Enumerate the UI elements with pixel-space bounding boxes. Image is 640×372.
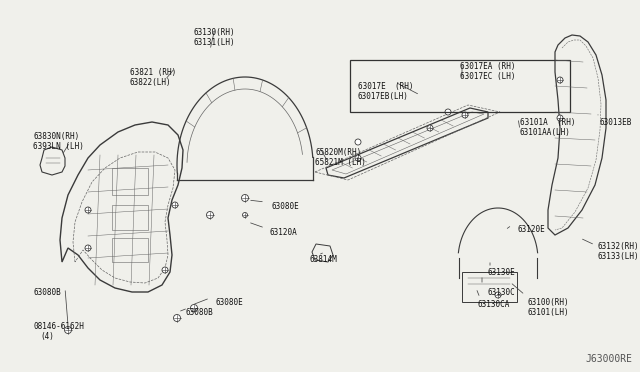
Text: 63130CA: 63130CA	[478, 300, 510, 309]
Text: 63821 (RH): 63821 (RH)	[130, 68, 176, 77]
Text: 63130E: 63130E	[488, 268, 516, 277]
Circle shape	[85, 207, 91, 213]
Circle shape	[557, 77, 563, 83]
Text: 63080E: 63080E	[215, 298, 243, 307]
Circle shape	[355, 155, 361, 161]
Text: 63013EB: 63013EB	[600, 118, 632, 127]
Text: J63000RE: J63000RE	[585, 354, 632, 364]
Text: 63814M: 63814M	[310, 255, 338, 264]
Circle shape	[65, 327, 72, 334]
Bar	[350, 60, 570, 112]
Text: 63131(LH): 63131(LH)	[193, 38, 235, 47]
Text: 63822(LH): 63822(LH)	[130, 78, 172, 87]
Text: 63133(LH): 63133(LH)	[598, 252, 639, 261]
Circle shape	[427, 125, 433, 131]
Text: 63017EA (RH): 63017EA (RH)	[460, 62, 515, 71]
Text: 63830N(RH): 63830N(RH)	[33, 132, 79, 141]
Circle shape	[462, 112, 468, 118]
Text: 63120A: 63120A	[270, 228, 298, 237]
Text: 63017EC (LH): 63017EC (LH)	[460, 72, 515, 81]
Text: 65821M (LH): 65821M (LH)	[315, 158, 366, 167]
Circle shape	[162, 267, 168, 273]
Circle shape	[557, 115, 563, 121]
Bar	[462, 272, 517, 302]
Circle shape	[243, 212, 248, 218]
Text: 63017EB(LH): 63017EB(LH)	[358, 92, 409, 101]
Text: 63132(RH): 63132(RH)	[598, 242, 639, 251]
Text: 65820M(RH): 65820M(RH)	[315, 148, 361, 157]
Text: 63120E: 63120E	[518, 225, 546, 234]
Text: 6393LN (LH): 6393LN (LH)	[33, 142, 84, 151]
Circle shape	[191, 305, 198, 311]
Text: 63101A  (RH): 63101A (RH)	[520, 118, 575, 127]
Circle shape	[85, 245, 91, 251]
Text: 63080B: 63080B	[185, 308, 212, 317]
Text: 63130(RH): 63130(RH)	[193, 28, 235, 37]
Circle shape	[355, 139, 361, 145]
Text: 63130C: 63130C	[488, 288, 516, 297]
Text: 63100(RH): 63100(RH)	[528, 298, 570, 307]
Circle shape	[445, 109, 451, 115]
Text: 63080E: 63080E	[272, 202, 300, 211]
Text: 08146-6162H: 08146-6162H	[33, 322, 84, 331]
Circle shape	[495, 292, 501, 298]
Text: 63080B: 63080B	[33, 288, 61, 297]
Text: (4): (4)	[40, 332, 54, 341]
Circle shape	[207, 212, 214, 218]
Text: 63017E  (RH): 63017E (RH)	[358, 82, 413, 91]
Text: 63101(LH): 63101(LH)	[528, 308, 570, 317]
Circle shape	[173, 314, 180, 321]
Circle shape	[241, 195, 248, 202]
Text: 63101AA(LH): 63101AA(LH)	[520, 128, 571, 137]
Circle shape	[172, 202, 178, 208]
